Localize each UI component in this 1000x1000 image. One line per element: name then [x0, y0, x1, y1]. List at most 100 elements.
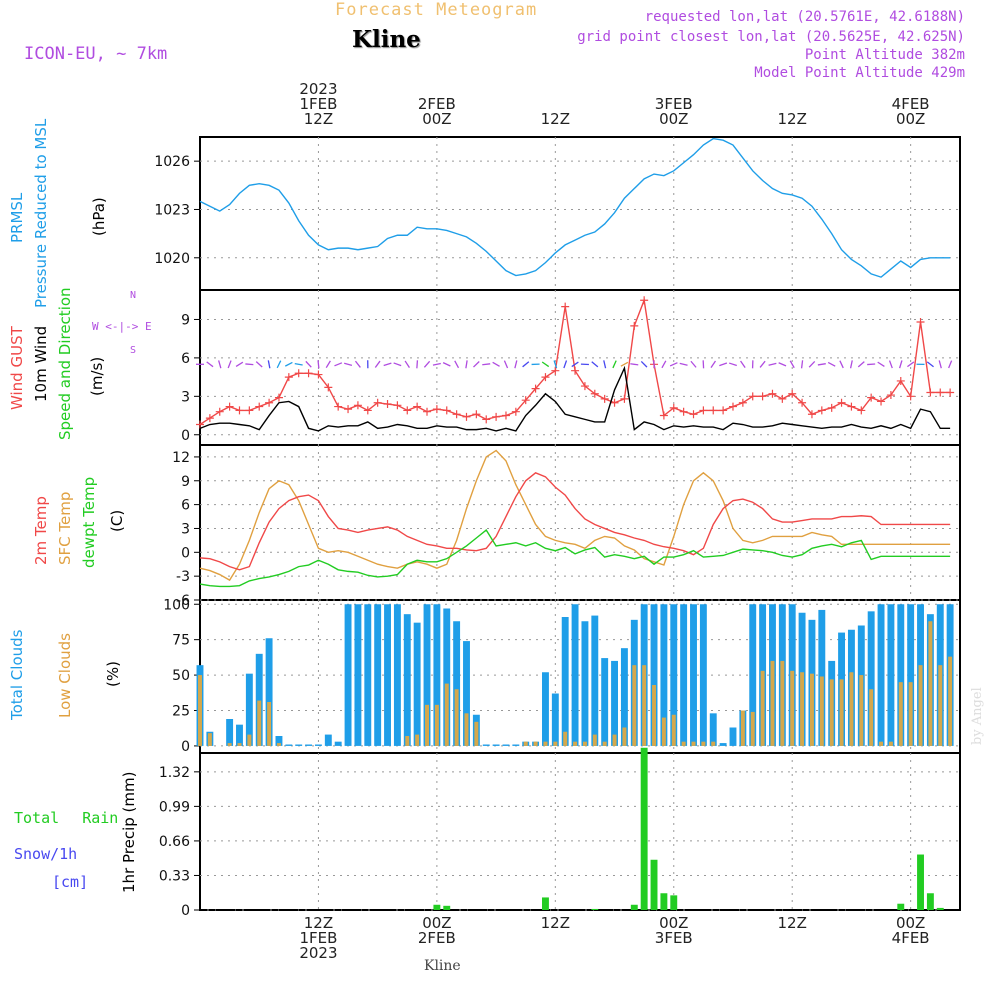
- wind-arrow: [710, 360, 717, 368]
- wind-arrow: [926, 361, 934, 368]
- panel-frame-4: [199, 752, 961, 911]
- low-cloud-bar: [800, 672, 805, 746]
- sfc-temp-line: [199, 449, 951, 582]
- total-cloud-bar: [492, 744, 500, 746]
- y-tick-label: 1026: [154, 154, 190, 170]
- low-cloud-bar: [444, 683, 449, 746]
- gust-marker: [679, 407, 688, 416]
- wind-arrow: [482, 363, 491, 366]
- prmsl-line: [199, 137, 951, 278]
- total-cloud-bar: [719, 743, 727, 746]
- total-cloud-bar: [680, 604, 688, 746]
- y-tick-label: 9: [181, 474, 190, 490]
- y-tick-label: 3: [181, 389, 190, 405]
- gust-marker: [413, 402, 422, 411]
- wind-arrow: [305, 360, 312, 368]
- wind-arrow: [612, 360, 617, 369]
- gust-marker: [580, 382, 589, 391]
- rain-bar: [433, 904, 441, 910]
- gust-marker: [758, 392, 767, 401]
- y-tick-label: 3: [181, 521, 190, 537]
- wind-arrow: [768, 362, 777, 366]
- wind-arrow: [740, 360, 746, 368]
- low-cloud-bar: [760, 670, 765, 746]
- y-tick-label: -6: [176, 593, 190, 609]
- rain-bar: [640, 747, 648, 910]
- wind-arrow: [553, 360, 558, 369]
- panel-frame-0: [199, 136, 961, 291]
- wind-arrow: [522, 361, 530, 368]
- low-cloud-bar: [770, 660, 775, 746]
- gust-marker: [847, 402, 856, 411]
- gust-marker: [432, 405, 441, 414]
- total-cloud-bar: [581, 621, 589, 746]
- gust-marker: [867, 393, 876, 402]
- gust-marker: [423, 407, 432, 416]
- wind-arrow: [374, 360, 381, 368]
- y-tick-label: 0.66: [159, 834, 190, 850]
- snow-label: Snow/1h: [14, 845, 78, 863]
- gust-marker: [225, 402, 234, 411]
- rain-bar: [443, 905, 451, 910]
- y-tick-label: 6: [181, 498, 190, 514]
- wind-arrow: [808, 360, 816, 368]
- gust-marker: [906, 392, 915, 401]
- gust-line: [199, 297, 951, 426]
- low-cloud-bar: [543, 741, 548, 746]
- wind-arrow: [383, 362, 392, 367]
- low-cloud-bar: [780, 660, 785, 746]
- wind-arrow: [454, 360, 460, 369]
- total-cloud-bar: [709, 713, 717, 746]
- y-tick-label: 0: [181, 739, 190, 755]
- top-time-tick-label: 3FEB 00Z: [654, 95, 693, 128]
- wind-arrow: [603, 360, 607, 369]
- low-cloud-bar: [267, 702, 272, 746]
- rain-bar: [650, 859, 658, 910]
- low-cloud-bar: [247, 734, 252, 746]
- wind-arrow: [620, 361, 629, 367]
- gust-marker: [482, 415, 491, 424]
- gust-marker: [235, 406, 244, 415]
- wind-arrow: [661, 360, 667, 369]
- gust-marker: [284, 373, 293, 382]
- gust-marker: [324, 383, 333, 392]
- low-cloud-bar: [622, 727, 627, 746]
- low-cloud-bar: [928, 621, 933, 746]
- product-title: Forecast Meteogram: [335, 0, 538, 20]
- wind-arrow: [888, 360, 893, 369]
- gust-marker: [571, 366, 580, 375]
- rain-bar: [660, 893, 668, 910]
- wind-arrow: [640, 361, 648, 368]
- wind-arrow: [652, 360, 656, 369]
- bottom-time-tick-label: 12Z: [540, 914, 570, 932]
- total-cloud-bar: [542, 672, 549, 746]
- y-tick-label: 75: [172, 633, 190, 649]
- gust-marker: [442, 406, 451, 415]
- wind-arrow: [563, 360, 568, 369]
- total-cloud-bar: [285, 744, 293, 746]
- panel-frame-2: [199, 444, 961, 601]
- gust-marker: [265, 398, 274, 407]
- total-cloud-bar: [699, 604, 707, 746]
- wind-arrow: [245, 363, 254, 366]
- total-cloud-bar: [393, 604, 401, 746]
- total-cloud-bar: [453, 621, 461, 746]
- low-cloud-bar: [948, 656, 953, 746]
- wind-arrow: [473, 361, 480, 368]
- footer-location: Kline: [424, 958, 461, 974]
- gust-marker: [827, 403, 836, 412]
- low-cloud-bar: [691, 741, 696, 746]
- dewpt-line: [199, 529, 951, 588]
- wind-arrow: [404, 360, 410, 369]
- y-tick-label: 1023: [154, 202, 190, 218]
- low-cloud-bar: [661, 717, 666, 746]
- total-cloud-bar: [236, 724, 243, 746]
- wind-arrow: [591, 361, 599, 368]
- gust-marker: [857, 406, 866, 415]
- gust-marker: [334, 402, 343, 411]
- low-cloud-bar: [612, 734, 617, 746]
- compass-south: S: [130, 345, 137, 356]
- low-cloud-bar: [227, 743, 232, 746]
- low-cloud-bar: [257, 700, 262, 746]
- gust-marker: [492, 412, 501, 421]
